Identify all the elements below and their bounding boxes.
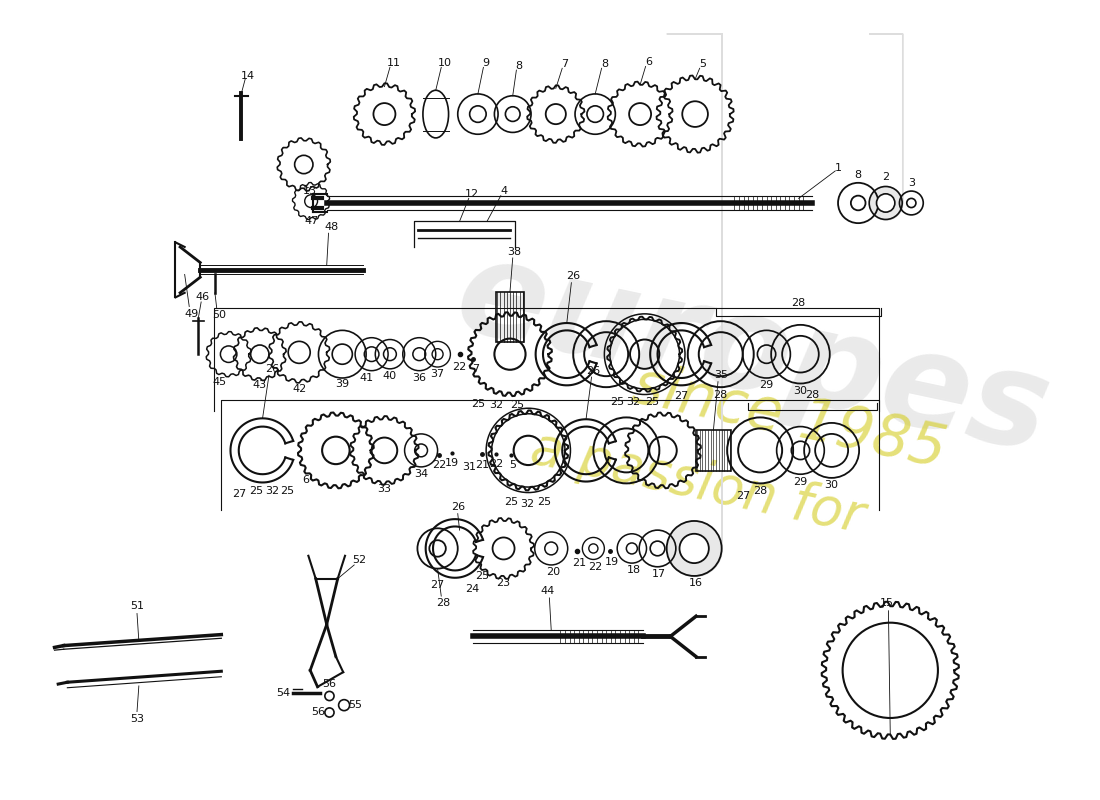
Circle shape xyxy=(680,534,708,563)
Text: 26: 26 xyxy=(451,502,465,512)
Text: 22: 22 xyxy=(588,562,603,572)
Text: 25: 25 xyxy=(475,571,490,581)
Text: 29: 29 xyxy=(759,380,773,390)
Text: europes: europes xyxy=(446,230,1060,479)
Text: 5: 5 xyxy=(509,460,516,470)
Text: 31: 31 xyxy=(462,462,475,472)
Text: 30: 30 xyxy=(793,386,807,396)
Text: 22: 22 xyxy=(432,460,447,470)
Text: 40: 40 xyxy=(383,371,397,381)
Text: 29: 29 xyxy=(793,477,807,486)
Text: 5: 5 xyxy=(698,58,706,69)
Text: 23: 23 xyxy=(496,578,510,588)
Text: 19: 19 xyxy=(446,458,460,468)
Text: 52: 52 xyxy=(352,555,366,566)
Text: 21: 21 xyxy=(475,460,490,470)
Text: 53: 53 xyxy=(130,714,144,724)
Text: 28: 28 xyxy=(792,298,806,308)
Text: 3: 3 xyxy=(908,178,915,188)
Text: 8: 8 xyxy=(516,61,522,70)
Text: 25: 25 xyxy=(510,401,525,410)
Text: 43: 43 xyxy=(253,380,267,390)
Text: 17: 17 xyxy=(652,569,667,579)
Text: 51: 51 xyxy=(130,601,144,611)
Text: 16: 16 xyxy=(689,578,703,588)
Text: 2: 2 xyxy=(882,172,889,182)
Text: 36: 36 xyxy=(412,373,427,383)
Text: 19: 19 xyxy=(605,557,619,567)
Text: a passion for: a passion for xyxy=(526,422,869,543)
Text: 11: 11 xyxy=(386,58,400,68)
Text: 6: 6 xyxy=(645,57,652,67)
Text: 38: 38 xyxy=(507,246,521,257)
Text: 32: 32 xyxy=(265,486,279,496)
Text: 33: 33 xyxy=(377,484,392,494)
Text: 46: 46 xyxy=(196,292,210,302)
Text: 28: 28 xyxy=(714,390,728,399)
Text: 22: 22 xyxy=(490,459,504,469)
Bar xyxy=(696,430,730,470)
Text: 55: 55 xyxy=(348,700,362,710)
Circle shape xyxy=(869,186,902,219)
Text: 4: 4 xyxy=(500,186,507,196)
Text: 22: 22 xyxy=(452,362,466,372)
Text: 35: 35 xyxy=(714,370,728,380)
Text: 28: 28 xyxy=(436,598,450,609)
Text: 32: 32 xyxy=(627,397,640,407)
Text: 20: 20 xyxy=(546,567,560,578)
Text: 21: 21 xyxy=(572,558,586,568)
Text: 56: 56 xyxy=(322,679,337,689)
Text: 25: 25 xyxy=(537,497,551,506)
Text: 27: 27 xyxy=(674,391,689,402)
Text: 30: 30 xyxy=(825,480,838,490)
Text: 26: 26 xyxy=(586,366,601,376)
Text: 27: 27 xyxy=(232,490,246,499)
Text: 25: 25 xyxy=(249,486,263,496)
Text: 25: 25 xyxy=(504,497,518,506)
Text: 56: 56 xyxy=(311,707,326,718)
Text: 26: 26 xyxy=(265,364,278,374)
Text: 44: 44 xyxy=(540,586,554,596)
Text: 37: 37 xyxy=(430,370,444,379)
Text: 42: 42 xyxy=(293,384,306,394)
Text: 49: 49 xyxy=(184,309,198,319)
Text: 32: 32 xyxy=(520,498,535,509)
Text: 14: 14 xyxy=(241,70,255,81)
Text: 54: 54 xyxy=(276,688,290,698)
Text: 24: 24 xyxy=(465,584,480,594)
Text: 50: 50 xyxy=(212,310,227,320)
Text: 10: 10 xyxy=(438,58,452,68)
Text: 45: 45 xyxy=(212,377,227,386)
Text: 25: 25 xyxy=(280,486,295,496)
Text: 9: 9 xyxy=(483,58,490,68)
Circle shape xyxy=(667,521,722,576)
Text: 47: 47 xyxy=(304,216,318,226)
Text: 8: 8 xyxy=(601,58,608,69)
Text: 28: 28 xyxy=(754,486,768,496)
Text: 27: 27 xyxy=(737,491,751,502)
Text: 26: 26 xyxy=(566,271,581,282)
Circle shape xyxy=(877,194,895,212)
Text: 39: 39 xyxy=(336,379,350,390)
Text: 7: 7 xyxy=(473,364,480,374)
Text: 48: 48 xyxy=(324,222,339,232)
Text: 25: 25 xyxy=(471,398,485,409)
Text: 1: 1 xyxy=(835,163,842,173)
Text: 7: 7 xyxy=(561,58,569,69)
Text: since 1985: since 1985 xyxy=(628,358,952,479)
Text: 25: 25 xyxy=(610,397,625,407)
Text: 25: 25 xyxy=(645,397,659,407)
Text: 13: 13 xyxy=(304,186,317,196)
Text: 12: 12 xyxy=(464,189,478,199)
Text: 41: 41 xyxy=(359,373,373,383)
Text: 27: 27 xyxy=(430,580,444,590)
Text: 15: 15 xyxy=(880,598,893,609)
Bar xyxy=(496,292,524,342)
Text: 18: 18 xyxy=(627,566,640,575)
Text: 6: 6 xyxy=(302,474,309,485)
Text: 8: 8 xyxy=(855,170,861,181)
Text: 28: 28 xyxy=(805,390,820,401)
Text: 34: 34 xyxy=(414,470,428,479)
Text: 32: 32 xyxy=(490,401,504,410)
